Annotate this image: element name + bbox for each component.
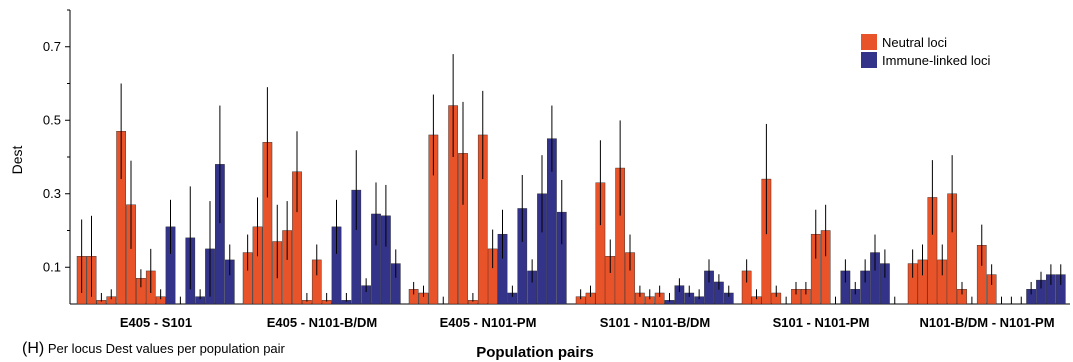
caption-text: Per locus Dest values per population pai… xyxy=(47,341,285,356)
legend-swatch-neutral xyxy=(861,34,877,50)
x-group-label: N101-B/DM - N101-PM xyxy=(919,315,1054,330)
error-bars-layer xyxy=(81,54,1062,304)
y-axis-title: Dest xyxy=(9,146,25,175)
y-tick-label: 0.1 xyxy=(43,259,61,274)
legend-swatch-immune xyxy=(861,52,877,68)
x-group-label: S101 - N101-B/DM xyxy=(600,315,711,330)
legend-label-immune: Immune-linked loci xyxy=(882,53,990,68)
x-axis-title: Population pairs xyxy=(476,344,594,361)
caption-letter: (H) xyxy=(22,340,45,357)
x-group-label: S101 - N101-PM xyxy=(773,315,870,330)
labels-layer: E405 - S101 E405 - N101-B/DM E405 - N101-P… xyxy=(120,315,1055,330)
y-tick-label: 0.7 xyxy=(43,39,61,54)
y-tick-label: 0.3 xyxy=(43,186,61,201)
x-group-label: E405 - N101-PM xyxy=(440,315,537,330)
bars-layer xyxy=(76,105,1066,305)
axes: 0.1 0.3 0.5 0.7 xyxy=(43,9,1070,305)
x-group-label: E405 - S101 xyxy=(120,315,192,330)
figure-caption: (H) Per locus Dest values per population… xyxy=(22,340,285,358)
legend-label-neutral: Neutral loci xyxy=(882,35,947,50)
legend: Neutral loci Immune-linked loci xyxy=(861,34,990,68)
x-group-label: E405 - N101-B/DM xyxy=(267,315,378,330)
y-tick-label: 0.5 xyxy=(43,112,61,127)
